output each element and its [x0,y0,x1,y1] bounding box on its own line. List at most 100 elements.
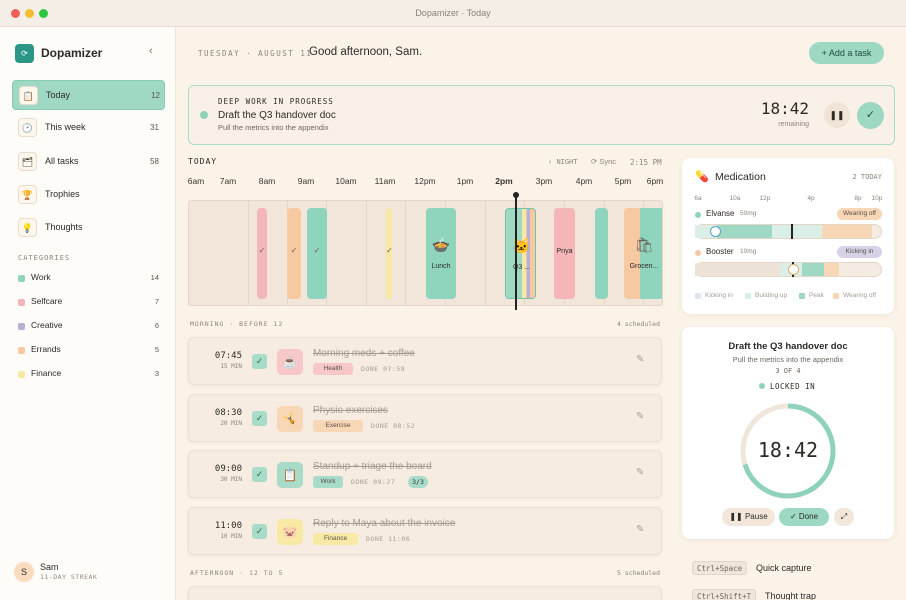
focus-pause-button[interactable]: ❚❚ Pause [722,508,775,526]
category-count: 3 [154,369,159,378]
category-count: 14 [150,273,159,282]
task-tag: Exercise [313,419,363,432]
nav-item[interactable]: 🏆 Trophies [12,180,165,210]
nav-label: All tasks [45,155,79,166]
greeting: Good afternoon, Sam. [309,46,423,58]
legend-swatch [833,293,839,299]
timeline-heading: TODAY [188,157,218,166]
med-dose-marker [710,226,721,237]
focus-done-button[interactable]: ✓ Done [779,508,829,526]
block-icon: 🐱 [512,238,531,255]
category-label[interactable]: Finance [31,368,62,378]
block-icon: ✓ [258,246,266,255]
task-card[interactable]: 08:30 20 MIN ✓ 🤸 Physio exercises Exercise DON… [188,393,662,442]
maximize-button[interactable] [39,9,48,18]
task-time: 07:45 [214,351,242,361]
nav-item[interactable]: 🗂 All tasks 58 [12,147,165,177]
locked-dot [759,383,765,389]
hour-label: 8am [258,176,276,186]
category-label[interactable]: Creative [31,320,63,330]
afternoon-heading: AFTERNOON · 12 TO 5 [190,569,284,577]
nav-icon: 💡 [18,218,37,238]
window-title: Dopamizer · Today [415,8,491,18]
category-label[interactable]: Errands [31,344,61,354]
axis-label: 6a [694,195,702,202]
med-segment [824,263,839,276]
timeline-block[interactable]: Priya [554,208,575,299]
task-card[interactable] [188,586,662,600]
category-label[interactable]: Selfcare [31,296,63,306]
sync-button[interactable]: ⟳ Sync [591,157,617,166]
timeline-block[interactable]: 🍲 Lunch [426,208,456,299]
timeline-block[interactable] [595,208,608,299]
task-checkbox[interactable]: ✓ [252,467,267,482]
timeline-block[interactable]: ✓ [386,208,392,299]
nav-item[interactable]: 📋 Today 12 [12,80,165,110]
task-icon: ☕ [277,349,303,375]
block-icon: 🛍 [634,237,654,254]
task-checkbox[interactable]: ✓ [252,354,267,369]
afternoon-scheduled: 5 scheduled [616,569,660,577]
expand-button[interactable]: ⤢ [834,508,854,526]
task-duration: 20 MIN [220,419,242,427]
hour-gridline [405,201,406,305]
focus-subtitle: Pull the metrics into the appendix [732,355,844,364]
nav-label: Trophies [45,188,80,199]
hour-label: 9am [297,176,315,186]
close-button[interactable] [11,9,20,18]
brand-name: Dopamizer [41,46,103,60]
task-checkbox[interactable]: ✓ [252,410,267,426]
task-card[interactable]: 11:00 10 MIN ✓ 🐷 Reply to Maya about the inv… [188,506,662,555]
task-card[interactable]: 09:00 30 MIN ✓ 📋 Standup + triage the board W… [188,450,662,498]
timeline-block[interactable]: 🐱 Q3 ... [505,208,536,299]
status-dot [200,111,208,119]
task-checkbox[interactable]: ✓ [252,523,267,539]
collapse-button[interactable]: ‹ [149,45,153,57]
timeline-block[interactable]: ✓ [307,208,327,299]
task-duration: 10 MIN [220,532,242,540]
task-title: Physio exercises [313,404,389,416]
deep-work-timer: 18:42 [760,99,809,118]
add-task-button[interactable]: + Add a task [809,42,884,64]
axis-label: 12p [759,195,771,202]
minimize-button[interactable] [25,9,34,18]
hour-label: 12pm [414,176,436,186]
category-count: 6 [154,321,159,330]
legend-label: Building up [755,292,788,299]
task-tag: Work [313,476,343,488]
medication-count: 2 TODAY [852,173,882,181]
hour-label: 4pm [575,176,593,186]
edit-button[interactable]: ✎ [636,354,645,365]
category-label[interactable]: Work [31,272,51,282]
focus-card: Draft the Q3 handover doc Pull the metri… [682,327,894,539]
edit-button[interactable]: ✎ [636,523,645,535]
med-segment [802,263,824,276]
focus-progress: 3 OF 4 [775,367,801,375]
nav-count: 31 [150,123,159,133]
timeline-block[interactable]: ✓ [287,208,301,299]
deep-work-subtitle: Pull the metrics into the appendix [218,123,329,132]
edit-button[interactable]: ✎ [636,410,645,422]
shortcut-keys: Ctrl+Space [692,561,748,575]
night-toggle[interactable]: ‹ NIGHT [548,158,578,166]
legend-label: Wearing off [843,292,877,299]
task-card[interactable]: 07:45 15 MIN ✓ ☕ Morning meds + coffee Health… [188,337,662,385]
nav-item[interactable]: 💡 Thoughts [12,213,165,243]
block-icon: ✓ [386,246,392,255]
task-icon: 🤸 [277,405,303,432]
timeline-block[interactable]: ✓ [257,208,267,299]
med-now [791,224,793,239]
shortcut-label: Thought trap [765,591,817,600]
deep-work-label: DEEP WORK IN PROGRESS [218,97,334,106]
avatar: S [14,562,34,582]
med-dose: 10mg [740,248,757,255]
nav-item[interactable]: 🕑 This week 31 [12,113,165,143]
deep-work-title: Draft the Q3 handover doc [218,110,336,121]
timeline-block[interactable]: 🛍 Groceri... [624,208,662,299]
hour-label: 6am [187,176,205,186]
edit-button[interactable]: ✎ [636,467,645,478]
category-dot [18,275,25,282]
complete-button[interactable]: ✓ [857,102,884,129]
pause-button[interactable]: ❚❚ [824,102,850,128]
task-tag: Finance [313,532,358,545]
